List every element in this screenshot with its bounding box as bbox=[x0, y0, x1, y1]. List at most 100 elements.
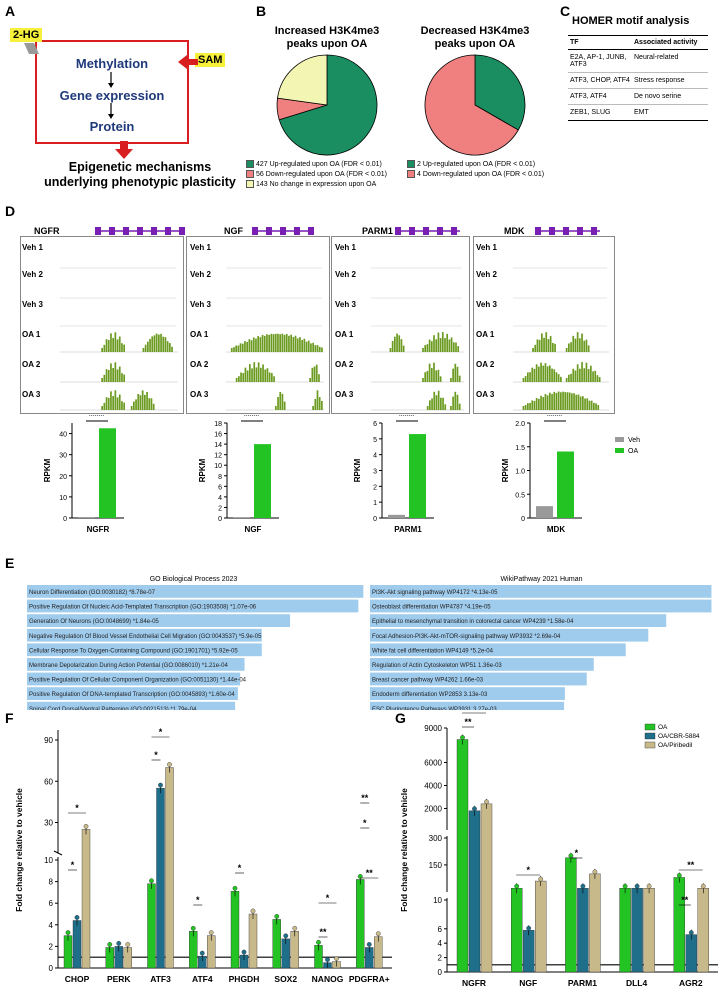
coverage-bar bbox=[426, 370, 429, 382]
gene-exon bbox=[123, 227, 129, 235]
data-point bbox=[241, 949, 247, 955]
coverage-bar bbox=[114, 362, 117, 382]
y-tick-label: 6 bbox=[49, 899, 54, 908]
coverage-bar bbox=[430, 341, 433, 352]
pie-slice-up bbox=[278, 54, 378, 156]
coverage-bar bbox=[107, 397, 110, 410]
legend-down-left-text: 56 Down-regulated upon OA (FDR < 0.01) bbox=[256, 170, 387, 178]
coverage-bar bbox=[583, 368, 586, 382]
coverage-bar bbox=[315, 364, 318, 382]
coverage-bar bbox=[527, 403, 529, 410]
coverage-bar bbox=[536, 339, 539, 352]
bar-oa bbox=[356, 879, 365, 969]
coverage-bar bbox=[252, 337, 255, 352]
coverage-bar bbox=[394, 336, 396, 352]
bar-oa bbox=[511, 888, 523, 973]
coverage-bar bbox=[233, 347, 235, 352]
gene-name-parm1: PARM1 bbox=[362, 226, 393, 236]
x-label: PARM1 bbox=[394, 525, 422, 534]
track-row-label: OA 3 bbox=[190, 390, 209, 399]
homer-tf: ATF3, ATF4 bbox=[568, 88, 632, 105]
track-box-mdk bbox=[473, 236, 615, 414]
y-tick-label: 4000 bbox=[424, 781, 442, 790]
enrichment-bar bbox=[370, 614, 667, 627]
pie-slice-nochange bbox=[277, 54, 328, 106]
y-tick-label: 10 bbox=[433, 896, 442, 905]
coverage-bar bbox=[424, 372, 427, 382]
coverage-bar bbox=[290, 334, 292, 352]
gene-exon bbox=[451, 227, 457, 235]
coverage-bar bbox=[534, 344, 537, 352]
coverage-bar bbox=[105, 339, 108, 352]
coverage-bar bbox=[433, 335, 435, 352]
pie-right-title-l1: Decreased H3K4me3 bbox=[420, 25, 530, 37]
coverage-bar bbox=[103, 374, 106, 382]
sig-stars: * bbox=[75, 803, 79, 813]
coverage-bar bbox=[103, 344, 106, 352]
big-arrow-down-icon bbox=[115, 141, 133, 159]
tag-2hg: 2-HG bbox=[10, 28, 43, 42]
coverage-bar bbox=[579, 368, 581, 382]
sig-stars: * bbox=[154, 750, 158, 760]
data-point bbox=[65, 930, 71, 936]
coverage-bar bbox=[538, 339, 541, 352]
data-point bbox=[688, 930, 694, 935]
x-label: NGF bbox=[245, 525, 262, 534]
coverage-bar bbox=[553, 369, 556, 382]
panel-label-g: G bbox=[395, 710, 406, 726]
bar-oa bbox=[673, 877, 685, 973]
coverage-bar bbox=[309, 378, 311, 382]
bar-oa-cbr-5884 bbox=[577, 888, 589, 973]
coverage-bar bbox=[147, 341, 149, 352]
data-point bbox=[167, 762, 172, 767]
coverage-bar bbox=[144, 394, 146, 410]
data-point bbox=[538, 876, 544, 882]
coverage-bar bbox=[454, 391, 457, 410]
pie-decreased bbox=[424, 54, 526, 156]
coverage-bar bbox=[452, 396, 454, 410]
legend-label: OA/Piribedil bbox=[658, 742, 693, 749]
homer-activity: De novo serine bbox=[632, 88, 708, 105]
coverage-bar bbox=[549, 392, 551, 410]
coverage-bar bbox=[431, 398, 433, 410]
data-point bbox=[366, 942, 372, 947]
coverage-bar bbox=[562, 391, 564, 410]
pie-right-title: Decreased H3K4me3 peaks upon OA bbox=[405, 25, 545, 51]
rpkm-chart-ngf: 0 2 4 6 8 10 12 14 16 18 **** NGF RPKM bbox=[198, 415, 279, 534]
coverage-bar bbox=[123, 344, 125, 352]
coverage-bar bbox=[564, 392, 567, 410]
track-row-label: Veh 2 bbox=[335, 270, 356, 279]
coverage-bar bbox=[283, 401, 286, 410]
coverage-bar bbox=[455, 342, 457, 352]
coverage-bar bbox=[110, 333, 112, 352]
coverage-bar bbox=[442, 397, 444, 410]
coverage-bar bbox=[262, 364, 264, 382]
coverage-bar bbox=[583, 340, 586, 352]
coverage-bar bbox=[307, 340, 310, 352]
sig-stars: * bbox=[363, 818, 367, 828]
coverage-bar bbox=[422, 348, 424, 352]
rpkm-legend: Veh OA bbox=[615, 437, 640, 455]
coverage-bar bbox=[522, 406, 525, 410]
homer-activity: Stress response bbox=[632, 72, 708, 89]
coverage-bar bbox=[545, 332, 548, 352]
data-point bbox=[83, 823, 89, 829]
coverage-bar bbox=[529, 372, 531, 382]
coverage-bar bbox=[573, 393, 575, 410]
data-point bbox=[484, 799, 489, 805]
pie-slice-down bbox=[424, 54, 519, 156]
coverage-bar bbox=[270, 333, 273, 352]
coverage-bar bbox=[144, 344, 147, 352]
coverage-bar bbox=[279, 334, 281, 352]
panel-label-c: C bbox=[560, 3, 571, 19]
coverage-bar bbox=[121, 343, 123, 352]
coverage-bar bbox=[121, 401, 123, 410]
enrichment-term: Generation Of Neurons (GO:0048699) *1.84… bbox=[29, 619, 159, 625]
coverage-bar bbox=[458, 403, 461, 410]
y-label: RPKM bbox=[198, 458, 207, 482]
y-tick-label: 1 bbox=[373, 500, 377, 507]
a-caption-line2: underlying phenotypic plasticity bbox=[44, 175, 236, 189]
data-point bbox=[107, 942, 113, 947]
coverage-bar bbox=[426, 344, 429, 352]
coverage-bar bbox=[123, 374, 125, 382]
